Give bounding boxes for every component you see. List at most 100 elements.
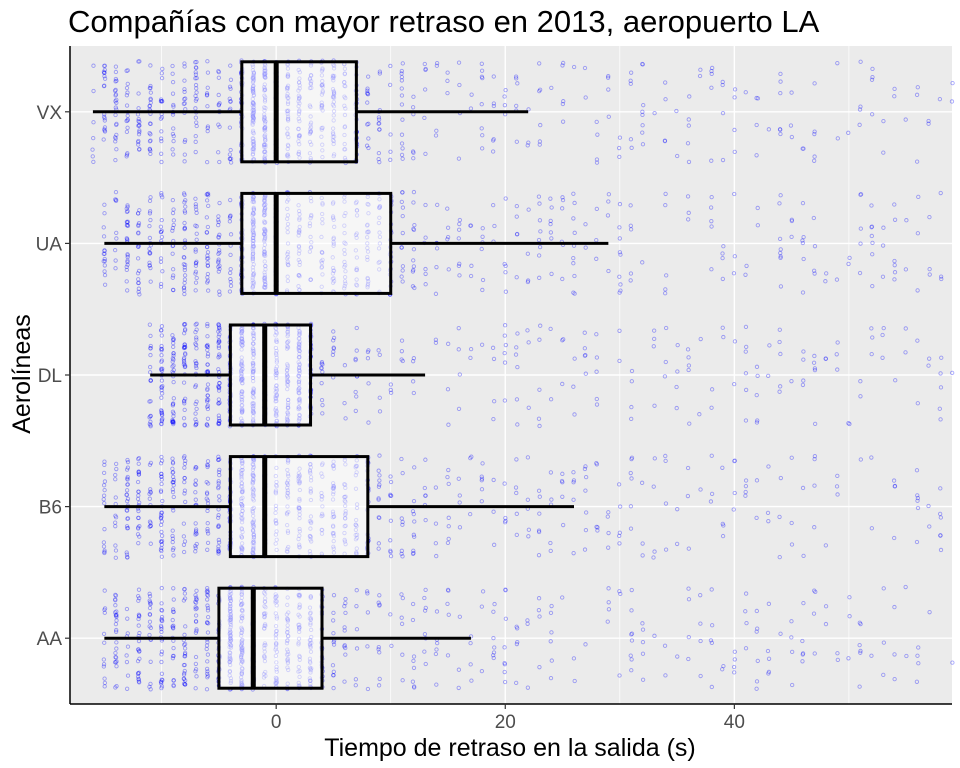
data-point bbox=[205, 334, 210, 339]
data-point bbox=[858, 457, 863, 462]
data-point bbox=[125, 113, 130, 118]
data-point bbox=[193, 261, 199, 266]
data-point bbox=[182, 586, 187, 592]
data-point bbox=[113, 513, 118, 518]
data-point bbox=[858, 104, 863, 109]
data-point bbox=[204, 198, 210, 203]
data-point bbox=[147, 104, 152, 109]
data-point bbox=[823, 279, 828, 284]
data-point bbox=[113, 69, 119, 75]
data-point bbox=[182, 255, 187, 260]
data-point bbox=[125, 258, 130, 263]
data-point bbox=[708, 499, 714, 504]
data-point bbox=[457, 525, 463, 530]
data-point bbox=[537, 337, 542, 342]
data-point bbox=[342, 628, 347, 633]
data-point bbox=[503, 289, 509, 294]
data-point bbox=[732, 87, 738, 92]
data-point bbox=[181, 358, 187, 364]
data-point bbox=[158, 281, 164, 287]
data-point bbox=[708, 638, 714, 643]
data-point bbox=[617, 328, 622, 333]
data-point bbox=[148, 378, 153, 384]
data-point bbox=[171, 396, 176, 401]
data-point bbox=[125, 508, 130, 513]
data-point bbox=[159, 677, 164, 682]
data-point bbox=[423, 66, 428, 72]
data-point bbox=[136, 244, 141, 249]
data-point bbox=[136, 117, 141, 122]
data-point bbox=[148, 681, 153, 687]
data-point bbox=[904, 218, 909, 223]
data-point bbox=[136, 280, 141, 286]
data-point bbox=[205, 652, 211, 657]
data-point bbox=[204, 496, 209, 501]
data-point bbox=[800, 240, 806, 246]
data-point bbox=[125, 482, 130, 487]
data-point bbox=[582, 65, 588, 71]
data-point bbox=[846, 261, 851, 267]
data-point bbox=[205, 593, 211, 598]
data-point bbox=[720, 533, 726, 539]
data-point bbox=[228, 279, 233, 285]
data-point bbox=[193, 247, 198, 252]
data-point bbox=[754, 629, 759, 634]
data-point bbox=[903, 117, 908, 122]
data-point bbox=[377, 127, 382, 132]
data-point bbox=[217, 232, 222, 237]
data-point bbox=[892, 263, 897, 268]
data-point bbox=[399, 102, 405, 107]
data-point bbox=[435, 202, 440, 207]
data-point bbox=[572, 291, 577, 296]
data-point bbox=[789, 217, 794, 222]
data-point bbox=[182, 321, 187, 327]
data-point bbox=[125, 616, 130, 621]
data-point bbox=[343, 610, 348, 615]
data-point bbox=[331, 618, 336, 623]
data-point bbox=[606, 268, 611, 274]
x-axis-title: Tiempo de retraso en la salida (s) bbox=[324, 734, 695, 762]
data-point bbox=[411, 94, 416, 99]
data-point bbox=[606, 600, 611, 605]
data-point bbox=[479, 668, 485, 674]
data-point bbox=[354, 627, 360, 632]
data-point bbox=[136, 289, 141, 294]
data-point bbox=[217, 381, 222, 386]
data-point bbox=[869, 351, 874, 357]
data-point bbox=[549, 603, 554, 609]
data-point bbox=[193, 223, 198, 228]
data-point bbox=[331, 335, 337, 341]
data-point bbox=[365, 86, 370, 91]
data-point bbox=[113, 650, 118, 656]
data-point bbox=[915, 498, 920, 503]
data-point bbox=[915, 653, 920, 658]
data-point bbox=[194, 237, 199, 242]
data-point bbox=[205, 125, 210, 131]
data-point bbox=[113, 598, 118, 603]
data-point bbox=[136, 220, 142, 226]
data-point bbox=[182, 245, 187, 250]
data-point bbox=[102, 248, 107, 253]
data-point bbox=[216, 234, 221, 239]
data-point bbox=[697, 412, 702, 417]
data-point bbox=[228, 214, 233, 219]
data-point bbox=[170, 356, 175, 361]
data-point bbox=[159, 510, 165, 515]
data-point bbox=[468, 662, 473, 667]
data-point bbox=[400, 678, 405, 683]
data-point bbox=[377, 593, 382, 598]
data-point bbox=[617, 250, 623, 255]
data-point bbox=[709, 71, 714, 77]
data-point bbox=[652, 403, 657, 408]
data-point bbox=[193, 93, 198, 99]
data-point bbox=[183, 678, 188, 683]
data-point bbox=[170, 417, 175, 423]
data-point bbox=[170, 487, 175, 492]
data-point bbox=[720, 256, 725, 261]
data-point bbox=[170, 466, 175, 471]
data-point bbox=[640, 130, 645, 135]
data-point bbox=[228, 213, 233, 218]
data-point bbox=[456, 326, 461, 331]
data-point bbox=[136, 455, 142, 461]
data-point bbox=[205, 597, 210, 602]
